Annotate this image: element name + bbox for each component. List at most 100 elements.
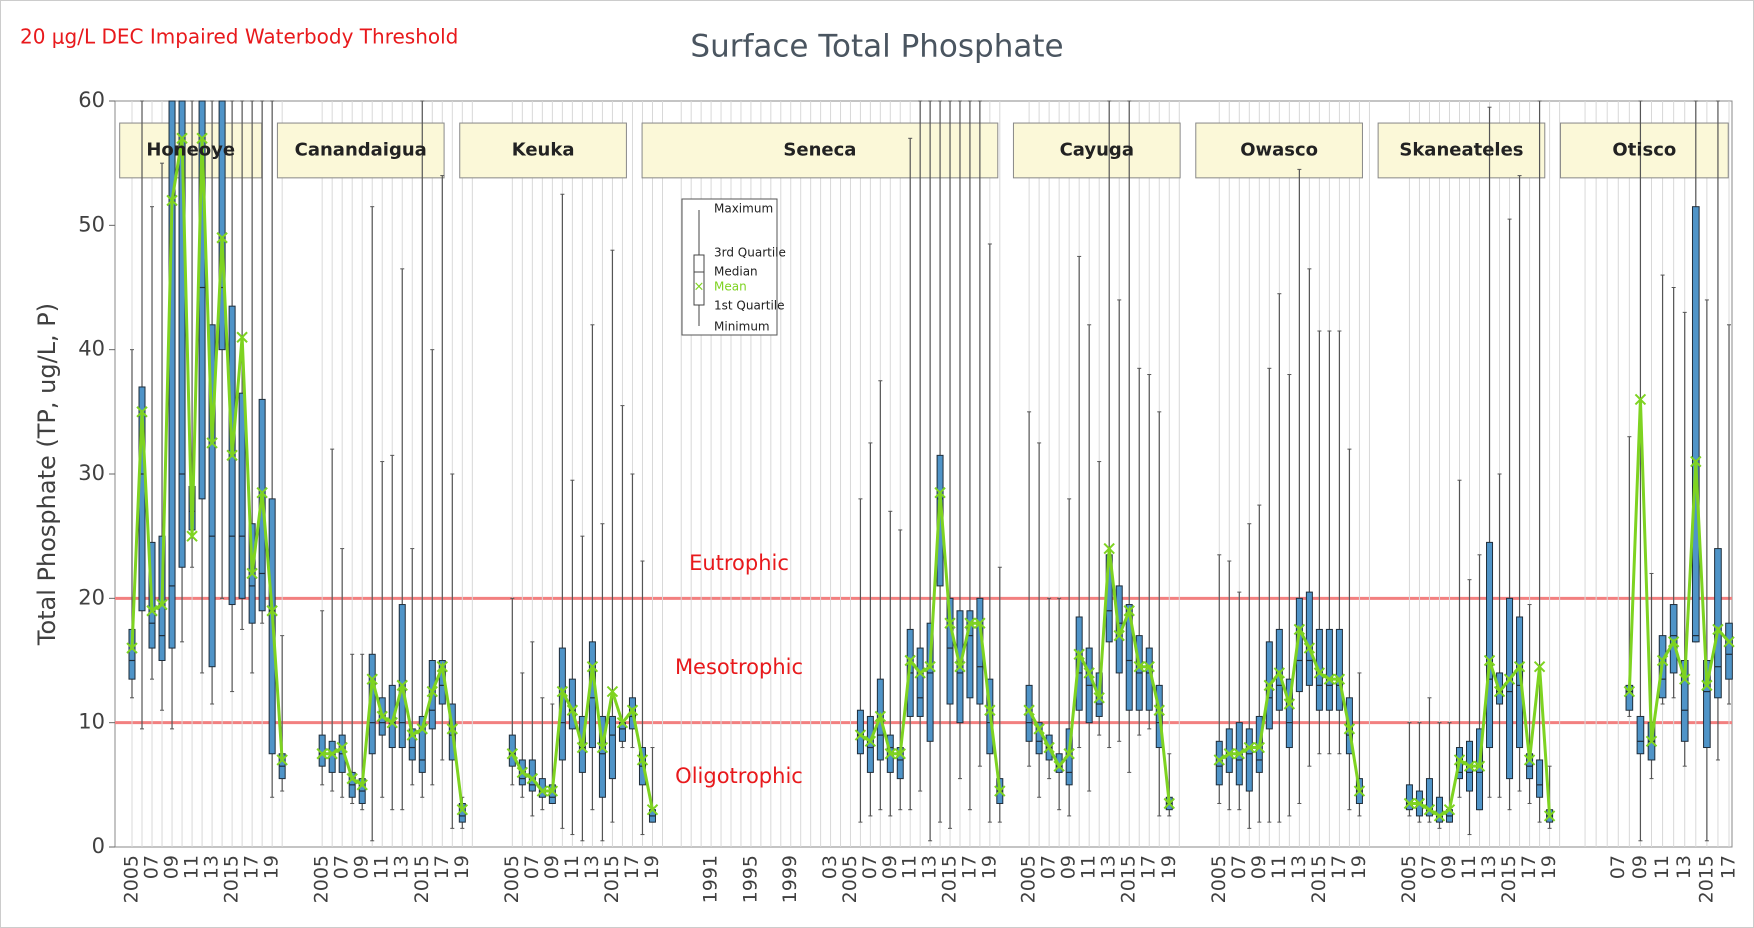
x-tick-label: 07 [1418, 855, 1440, 879]
box [1536, 759, 1544, 798]
x-tick-label: 07 [859, 855, 881, 879]
box [1285, 678, 1293, 749]
mean-marker [1413, 797, 1426, 810]
x-tick-label: 07 [1038, 855, 1060, 879]
mean-marker [176, 132, 188, 145]
mean-marker [914, 667, 926, 679]
mean-marker [186, 530, 198, 542]
mean-marker [944, 617, 956, 629]
x-tick-label: 07 [141, 855, 163, 879]
x-tick-label: 09 [541, 855, 563, 879]
mean-marker [1133, 661, 1145, 673]
mean-marker [954, 661, 966, 673]
panel-name: Skaneateles [1399, 139, 1523, 160]
mean-marker [1503, 673, 1516, 685]
mean-marker [226, 449, 238, 462]
mean-marker [576, 741, 589, 754]
box [1714, 548, 1722, 699]
mean-marker [516, 766, 529, 779]
x-tick-label: 07 [331, 855, 353, 879]
mean-marker [994, 785, 1006, 797]
mean-marker [1723, 636, 1735, 648]
mean-marker [854, 729, 867, 741]
zone-label: Mesotrophic [675, 655, 803, 679]
x-tick-label: 11 [1651, 855, 1673, 879]
legend-mean-marker: × [694, 280, 705, 295]
box [398, 604, 406, 749]
x-tick-label: 19 [261, 855, 283, 879]
mean-marker [426, 685, 438, 698]
mean-marker [386, 716, 398, 729]
mean-marker [1634, 393, 1647, 406]
mean-marker [166, 194, 178, 207]
mean-marker [456, 803, 469, 816]
mean-marker [1293, 623, 1306, 636]
mean-marker [894, 748, 906, 760]
x-tick-label: 13 [1673, 855, 1695, 879]
box [1125, 604, 1133, 711]
mean-marker [1213, 754, 1225, 766]
y-tick-label: 60 [78, 88, 105, 112]
mean-marker [1463, 760, 1476, 772]
mean-marker [606, 685, 619, 698]
y-tick-label: 40 [78, 337, 105, 361]
x-tick-label: 09 [1629, 855, 1651, 879]
mean-marker [236, 331, 248, 343]
annotation: 20 μg/L DEC Impaired Waterbody Threshold [20, 25, 458, 49]
mean-marker [586, 661, 599, 673]
x-tick-label: 2015 [601, 855, 623, 903]
panel-name: Owasco [1240, 139, 1318, 160]
x-tick-label: 2015 [1308, 855, 1330, 903]
x-tick-label: 2015 [221, 855, 243, 903]
mean-marker [1263, 679, 1276, 692]
mean-marker [646, 803, 659, 816]
mean-marker [1253, 741, 1266, 754]
mean-marker [546, 785, 559, 797]
panel-header [641, 122, 999, 179]
x-tick-label: 2005 [1398, 855, 1420, 903]
x-tick-label: 19 [978, 855, 1000, 879]
mean-marker [626, 704, 639, 716]
box [238, 392, 246, 599]
mean-marker [1103, 542, 1115, 555]
x-tick-label: 19 [451, 855, 473, 879]
panel-header [1012, 122, 1181, 179]
legend-box-icon [693, 254, 705, 306]
mean-marker [376, 710, 388, 723]
mean-marker [336, 741, 348, 754]
x-tick-label: 17 [1138, 855, 1160, 879]
mean-marker [924, 661, 936, 673]
panel-header [1559, 122, 1729, 179]
box [1245, 728, 1253, 792]
x-tick-label: 09 [1438, 855, 1460, 879]
box [598, 715, 606, 798]
mean-marker [266, 605, 278, 617]
mean-marker [256, 486, 268, 499]
x-tick-label: 11 [181, 855, 203, 879]
mean-marker [1063, 748, 1075, 760]
x-tick-label: 1995 [739, 855, 761, 903]
x-tick-label: 17 [958, 855, 980, 879]
box [608, 715, 616, 780]
x-tick-label: 19 [1348, 855, 1370, 879]
mean-marker [1645, 735, 1658, 748]
mean-marker [216, 232, 228, 244]
x-tick-label: 09 [879, 855, 901, 879]
mean-marker [616, 716, 629, 729]
mean-marker [974, 617, 986, 629]
box [966, 610, 974, 699]
mean-marker [146, 605, 158, 617]
box [946, 597, 954, 705]
box [1725, 622, 1733, 680]
mean-marker [566, 704, 579, 716]
chart-title: Surface Total Phosphate [690, 29, 1063, 65]
mean-marker [1053, 760, 1065, 772]
mean-marker [1513, 661, 1526, 673]
x-tick-label: 13 [1478, 855, 1500, 879]
mean-marker [526, 772, 539, 785]
mean-marker [1143, 661, 1155, 673]
mean-marker [326, 748, 338, 760]
x-tick-label: 11 [899, 855, 921, 879]
x-tick-label: 13 [919, 855, 941, 879]
mean-marker [1043, 741, 1055, 754]
